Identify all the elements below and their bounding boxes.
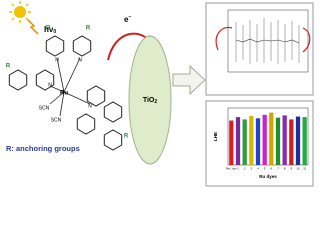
bar <box>269 112 274 165</box>
plot-frame <box>227 107 309 166</box>
x-tick-label: 3 <box>251 167 253 171</box>
x-tick-label: Ref. dye <box>226 167 237 171</box>
photon-label: hν0 <box>44 25 56 35</box>
x-tick-label: 4 <box>257 167 259 171</box>
pyridine-ring <box>103 129 123 151</box>
x-tick-label: 6 <box>271 167 273 171</box>
pyridine-ring <box>45 35 65 57</box>
atom-label: N <box>78 57 82 63</box>
x-tick-label: 9 <box>291 167 293 171</box>
pyridine-ring <box>35 69 55 91</box>
ligand-label: SCN <box>39 105 50 111</box>
atom-label: N <box>55 57 59 63</box>
caption: R: anchoring groups <box>6 144 80 153</box>
bar <box>242 119 247 165</box>
bar <box>289 119 294 165</box>
pyridine-ring <box>72 35 92 57</box>
group-label: R <box>86 26 91 32</box>
x-tick-label: 1 <box>237 167 239 171</box>
bar <box>249 115 254 165</box>
ligand-label: SCN <box>51 117 62 123</box>
pyridine-ring <box>8 69 28 91</box>
group-label: R <box>124 134 129 140</box>
bond <box>63 91 91 105</box>
bar <box>235 117 241 165</box>
x-tick-label: 10 <box>296 167 300 171</box>
pyridine-ring <box>86 85 106 107</box>
flow-arrow <box>172 64 206 96</box>
bar <box>275 117 281 165</box>
sun-icon <box>9 1 31 23</box>
pyridine-ring <box>76 113 96 135</box>
tio2-particle <box>128 35 172 165</box>
group-label: R <box>6 64 11 70</box>
metal-label: Ru <box>60 91 68 97</box>
bar <box>229 120 234 165</box>
bar <box>282 115 287 165</box>
x-tick-label: 5 <box>264 167 266 171</box>
pyridine-ring <box>103 101 123 123</box>
tio2-label: TiO2 <box>143 97 158 105</box>
bar-chart: Ref. dye 1 2 3 4 5 6 7 8 9 10 11 Ru dyes LHE <box>213 107 309 179</box>
bar <box>302 117 307 165</box>
graphical-abstract: hν0 e− TiO2 Ref. dye 1 2 3 4 5 6 7 8 9 10 11 Ru dyes… <box>6 1 314 187</box>
line-chart-panel <box>205 2 314 96</box>
x-axis-label: Ru dyes <box>259 174 277 179</box>
bar <box>295 116 301 165</box>
x-tick-label: 7 <box>277 167 279 171</box>
bar <box>255 118 261 165</box>
atom-label: N <box>48 82 52 88</box>
bond <box>49 91 65 105</box>
x-tick-label: 8 <box>284 167 286 171</box>
bond <box>56 57 65 93</box>
bar <box>262 114 267 165</box>
x-tick-label: 11 <box>303 167 306 171</box>
bond <box>49 85 65 93</box>
electron-label: e− <box>124 14 131 24</box>
group-label: R <box>46 26 51 32</box>
bond <box>63 57 81 93</box>
y-axis-label: LHE <box>213 132 218 141</box>
light-bolt <box>27 19 39 35</box>
atom-label: N <box>88 103 92 109</box>
bond <box>59 91 65 117</box>
x-tick-label: 2 <box>244 167 246 171</box>
